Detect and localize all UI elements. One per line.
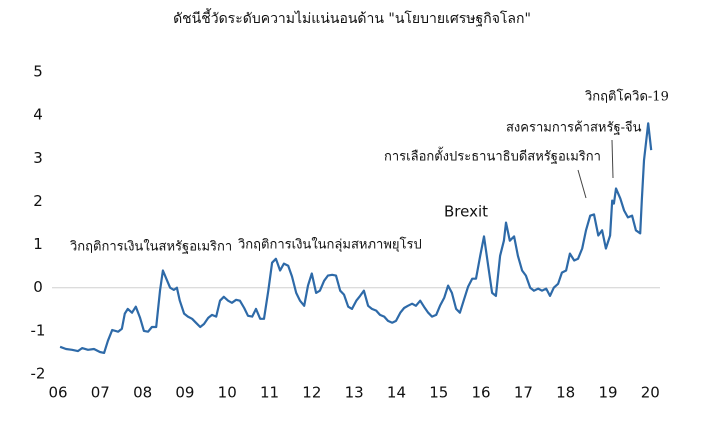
- annotation: วิกฤติการเงินในกลุ่มสหภาพยุโรป: [237, 237, 421, 253]
- x-tick-label: 09: [175, 384, 194, 402]
- y-tick-label: 3: [33, 149, 43, 167]
- line-series: [59, 122, 653, 354]
- annotation-arrow: [577, 169, 587, 199]
- chart-title: ดัชนีชี้วัดระดับความไม่แน่นอนด้าน "นโยบา…: [173, 8, 531, 27]
- x-tick-label: 17: [514, 384, 533, 402]
- x-tick-label: 10: [218, 384, 237, 402]
- x-tick-label: 07: [91, 384, 110, 402]
- x-tick-label: 08: [133, 384, 152, 402]
- annotation-arrow: [611, 139, 614, 179]
- annotation: Brexit: [444, 203, 488, 221]
- x-tick-label: 06: [48, 384, 67, 402]
- x-tick-label: 20: [641, 384, 660, 402]
- x-tick-label: 16: [472, 384, 491, 402]
- x-tick-label: 19: [598, 384, 617, 402]
- x-tick-label: 15: [429, 384, 448, 402]
- y-tick-label: 1: [33, 235, 43, 253]
- y-tick-label: -1: [31, 321, 46, 339]
- x-tick-label: 18: [556, 384, 575, 402]
- x-tick-label: 12: [302, 384, 321, 402]
- y-tick-label: 5: [33, 63, 43, 81]
- annotation: วิกฤติการเงินในสหรัฐอเมริกา: [69, 239, 232, 255]
- y-tick-label: 2: [33, 192, 43, 210]
- x-tick-label: 13: [345, 384, 364, 402]
- y-tick-label: 0: [33, 278, 43, 296]
- annotation: การเลือกตั้งประธานาธิบดีสหรัฐอเมริกา: [384, 147, 601, 165]
- annotation: วิกฤติโควิด-19: [584, 89, 669, 105]
- annotation: สงครามการค้าสหรัฐ-จีน: [506, 120, 642, 136]
- x-tick-label: 11: [260, 384, 279, 402]
- x-tick-label: 14: [387, 384, 406, 402]
- y-tick-label: 4: [33, 106, 43, 124]
- y-tick-label: -2: [31, 365, 46, 383]
